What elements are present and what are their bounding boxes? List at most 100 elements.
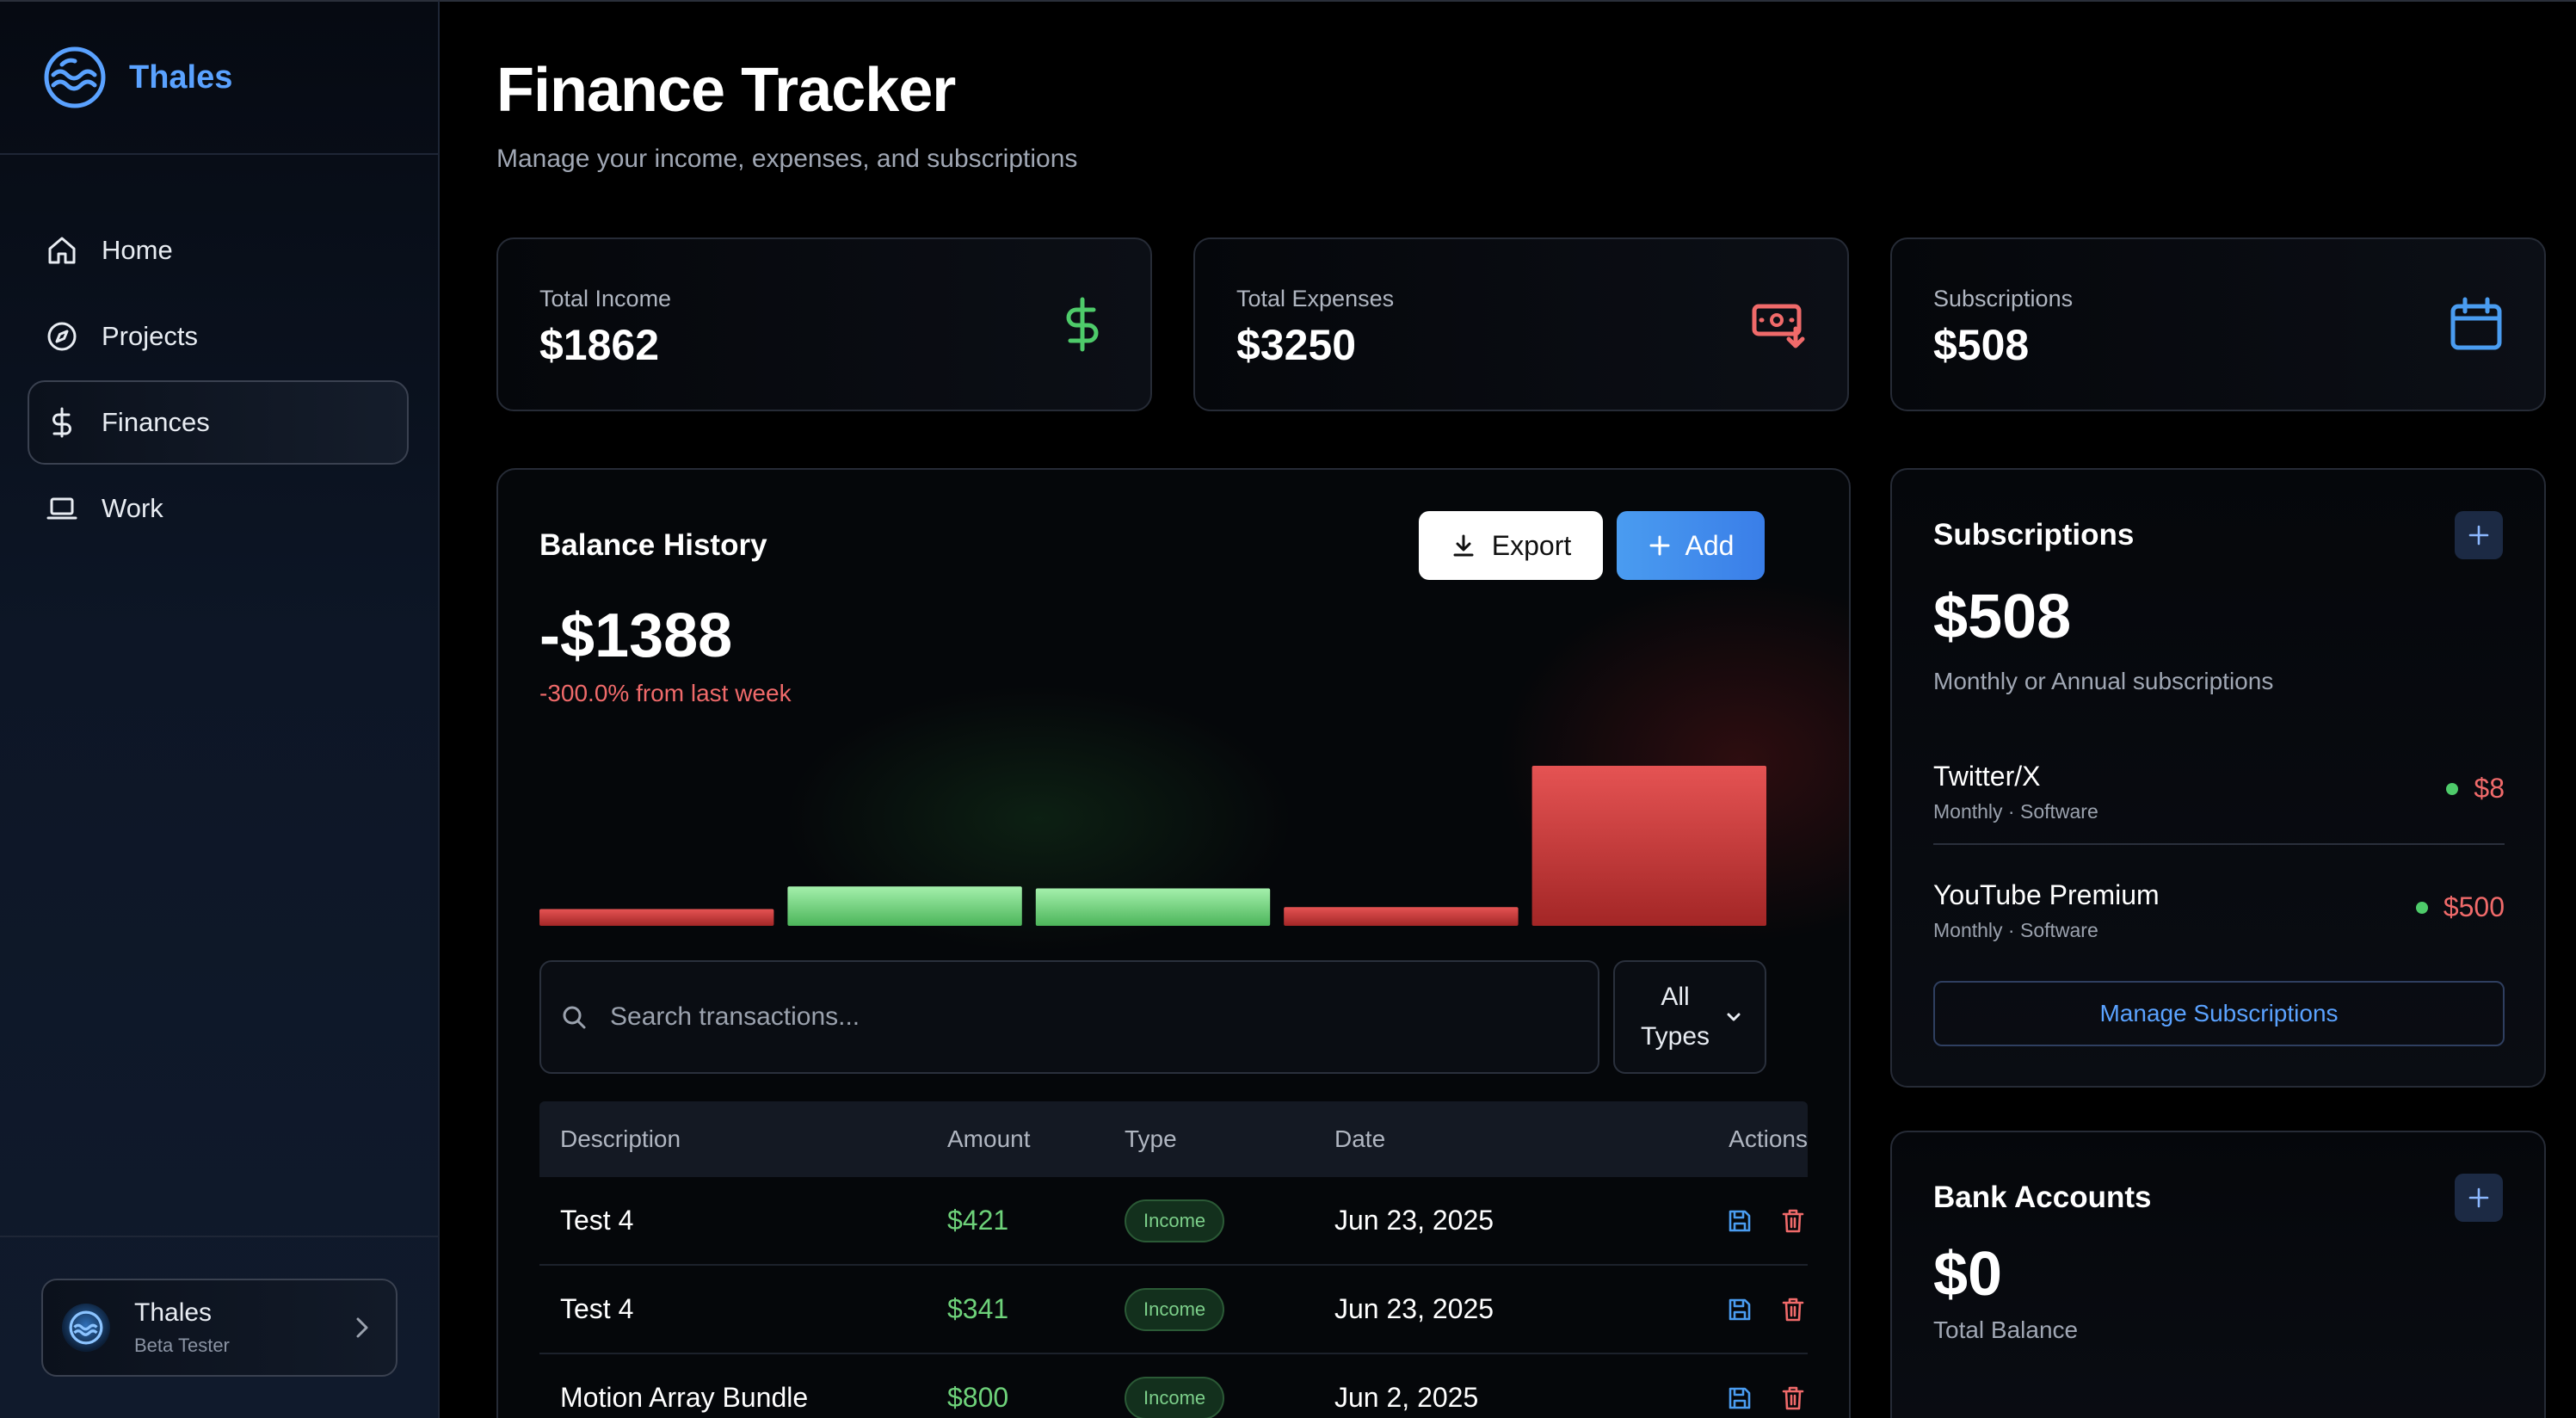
plus-icon: [2468, 1187, 2489, 1208]
column-header: Amount: [947, 1125, 1031, 1152]
stat-card-income: Total Income $1862: [496, 237, 1152, 411]
table-row: Test 4 $421 Income Jun 23, 2025: [539, 1177, 1808, 1266]
balance-change: -300.0% from last week: [539, 680, 792, 706]
search-icon: [563, 1006, 586, 1029]
export-button[interactable]: Export: [1419, 511, 1603, 580]
chart-bar-5: [1531, 766, 1766, 926]
add-label: Add: [1685, 529, 1735, 561]
list-item[interactable]: Twitter/X Monthly · Software $8: [1933, 743, 2505, 845]
save-icon[interactable]: [1725, 1206, 1754, 1236]
subscription-meta: Monthly · Software: [1933, 919, 2098, 941]
type-filter-select[interactable]: All Types: [1613, 960, 1766, 1074]
trash-icon[interactable]: [1778, 1295, 1808, 1324]
table-row: Motion Array Bundle $800 Income Jun 2, 2…: [539, 1354, 1808, 1418]
main-content: Finance Tracker Manage your income, expe…: [440, 0, 2576, 1418]
user-role: Beta Tester: [134, 1335, 230, 1356]
subscription-meta: Monthly · Software: [1933, 800, 2098, 823]
home-icon: [48, 237, 76, 264]
list-item[interactable]: YouTube Premium Monthly · Software $500: [1933, 862, 2505, 964]
calendar-icon: [2450, 297, 2502, 350]
stat-value: $1862: [539, 321, 660, 369]
compass-icon: [47, 322, 77, 351]
dollar-icon: [52, 407, 71, 438]
sidebar-item-label: Finances: [102, 407, 210, 437]
trash-icon[interactable]: [1778, 1384, 1808, 1413]
stat-label: Total Income: [539, 286, 672, 311]
stat-card-expenses: Total Expenses $3250: [1193, 237, 1849, 411]
brand-name: Thales: [129, 59, 233, 96]
cell-description: Motion Array Bundle: [560, 1382, 809, 1413]
stat-value: $3250: [1236, 321, 1357, 369]
user-card[interactable]: Thales Beta Tester: [41, 1279, 397, 1377]
brand[interactable]: Thales: [0, 2, 438, 155]
chart-bar-2: [787, 886, 1022, 926]
sidebar-item-finances[interactable]: Finances: [28, 380, 409, 465]
download-icon: [1453, 534, 1474, 557]
stat-card-subscriptions: Subscriptions $508: [1890, 237, 2546, 411]
transactions-table: Description Amount Type Date Actions Tes…: [539, 1101, 1808, 1418]
column-header: Date: [1334, 1125, 1386, 1152]
sidebar-item-projects[interactable]: Projects: [28, 294, 409, 379]
stat-label: Total Expenses: [1236, 286, 1395, 311]
sidebar: Thales Home Projects Finances Work: [0, 0, 440, 1418]
sidebar-item-work[interactable]: Work: [28, 466, 409, 551]
status-dot: [2415, 901, 2428, 914]
cell-description: Test 4: [560, 1293, 634, 1324]
export-label: Export: [1491, 529, 1572, 561]
plus-icon: [2468, 525, 2489, 546]
card-title: Subscriptions: [1933, 518, 2135, 552]
chevron-down-icon: [1727, 1013, 1741, 1021]
add-subscription-button[interactable]: [2455, 511, 2503, 559]
dollar-icon: [1066, 297, 1099, 352]
sidebar-nav: Home Projects Finances Work: [0, 155, 438, 551]
type-badge: Income: [1125, 1287, 1225, 1331]
add-bank-account-button[interactable]: [2455, 1174, 2503, 1222]
cell-amount: $341: [947, 1293, 1009, 1324]
stat-label: Subscriptions: [1933, 286, 2074, 311]
search-box[interactable]: [539, 960, 1599, 1074]
chart-bar-4: [1284, 907, 1519, 926]
manage-subscriptions-button[interactable]: Manage Subscriptions: [1933, 981, 2505, 1046]
search-input[interactable]: [610, 1002, 1556, 1032]
column-header: Description: [560, 1125, 681, 1152]
sidebar-item-label: Home: [102, 235, 173, 265]
type-badge: Income: [1125, 1199, 1225, 1242]
user-name: Thales: [134, 1298, 213, 1327]
cell-date: Jun 23, 2025: [1334, 1293, 1494, 1324]
plus-icon: [1649, 535, 1670, 556]
subscription-name: Twitter/X: [1933, 761, 2041, 792]
bank-note: Total Balance: [1933, 1316, 2079, 1343]
sidebar-item-label: Work: [102, 493, 163, 523]
cell-date: Jun 23, 2025: [1334, 1205, 1494, 1236]
subscriptions-total: $508: [1933, 583, 2072, 651]
cell-description: Test 4: [560, 1205, 634, 1236]
subscription-price: $8: [2474, 773, 2505, 804]
balance-history-card: Balance History Export Add -$1388 -300.0…: [496, 468, 1851, 1418]
card-title: Bank Accounts: [1933, 1181, 2152, 1214]
table-header: Description Amount Type Date Actions: [539, 1101, 1808, 1177]
balance-bar-chart: [539, 766, 1766, 926]
trash-icon[interactable]: [1778, 1206, 1808, 1236]
save-icon[interactable]: [1725, 1295, 1754, 1324]
laptop-icon: [46, 497, 77, 520]
save-icon[interactable]: [1725, 1384, 1754, 1413]
bank-total: $0: [1933, 1240, 2003, 1309]
filter-value: All Types: [1641, 983, 1710, 1051]
column-header: Type: [1125, 1125, 1177, 1152]
table-row: Test 4 $341 Income Jun 23, 2025: [539, 1266, 1808, 1354]
page-title: Finance Tracker: [496, 56, 956, 125]
chart-bar-1: [539, 909, 774, 926]
type-badge: Income: [1125, 1376, 1225, 1418]
money-out-icon: [1752, 304, 1805, 348]
balance-value: -$1388: [539, 601, 733, 670]
page-subtitle: Manage your income, expenses, and subscr…: [496, 145, 1078, 173]
subscriptions-note: Monthly or Annual subscriptions: [1933, 668, 2274, 694]
sidebar-item-home[interactable]: Home: [28, 208, 409, 293]
add-transaction-button[interactable]: Add: [1617, 511, 1765, 580]
subscriptions-card: Subscriptions $508 Monthly or Annual sub…: [1890, 468, 2546, 1088]
card-title: Balance History: [539, 528, 767, 562]
bank-accounts-card: Bank Accounts $0 Total Balance: [1890, 1131, 2546, 1418]
column-header: Actions: [1729, 1125, 1808, 1152]
divider: [0, 1236, 438, 1237]
